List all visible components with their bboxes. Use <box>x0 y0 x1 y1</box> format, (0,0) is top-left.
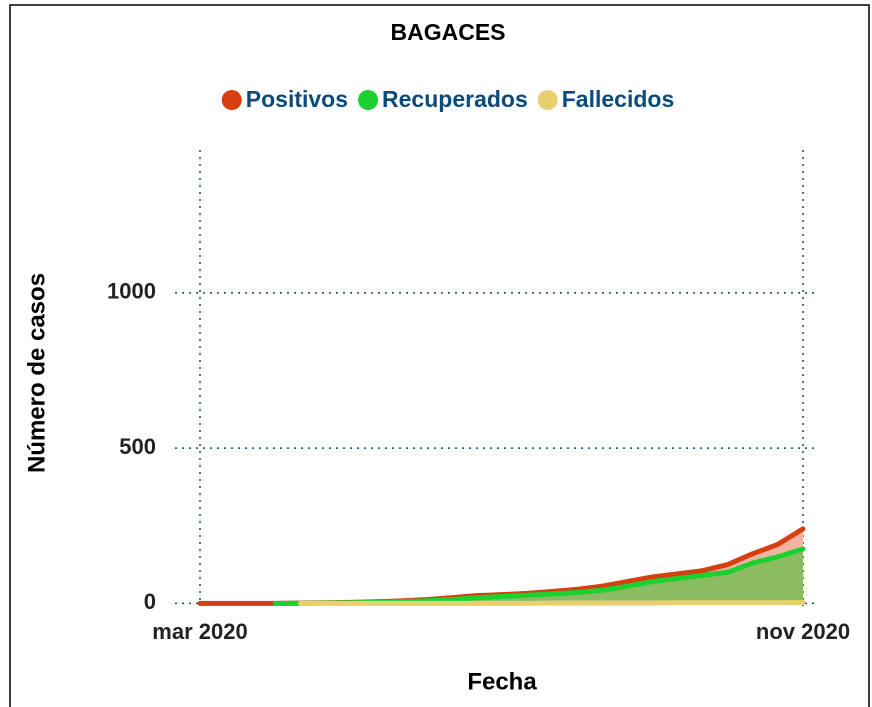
legend-marker <box>221 90 242 110</box>
chart-title: BAGACES <box>390 19 505 45</box>
legend-label: Recuperados <box>382 86 528 112</box>
y-tick-label: 1000 <box>107 279 156 304</box>
x-tick-label: nov 2020 <box>756 619 850 644</box>
legend-marker <box>537 90 558 110</box>
area <box>275 549 803 604</box>
y-tick-label: 0 <box>144 589 156 614</box>
legend-marker <box>358 90 379 110</box>
x-axis-label: Fecha <box>467 668 537 695</box>
legend: Positivos Recuperados Fallecidos <box>221 86 674 112</box>
y-tick-label: 500 <box>119 434 156 459</box>
legend-label: Fallecidos <box>562 86 674 112</box>
y-axis-label: Número de casos <box>23 273 50 473</box>
x-tick-label: mar 2020 <box>152 619 247 644</box>
legend-label: Positivos <box>246 86 348 112</box>
line <box>298 599 806 606</box>
